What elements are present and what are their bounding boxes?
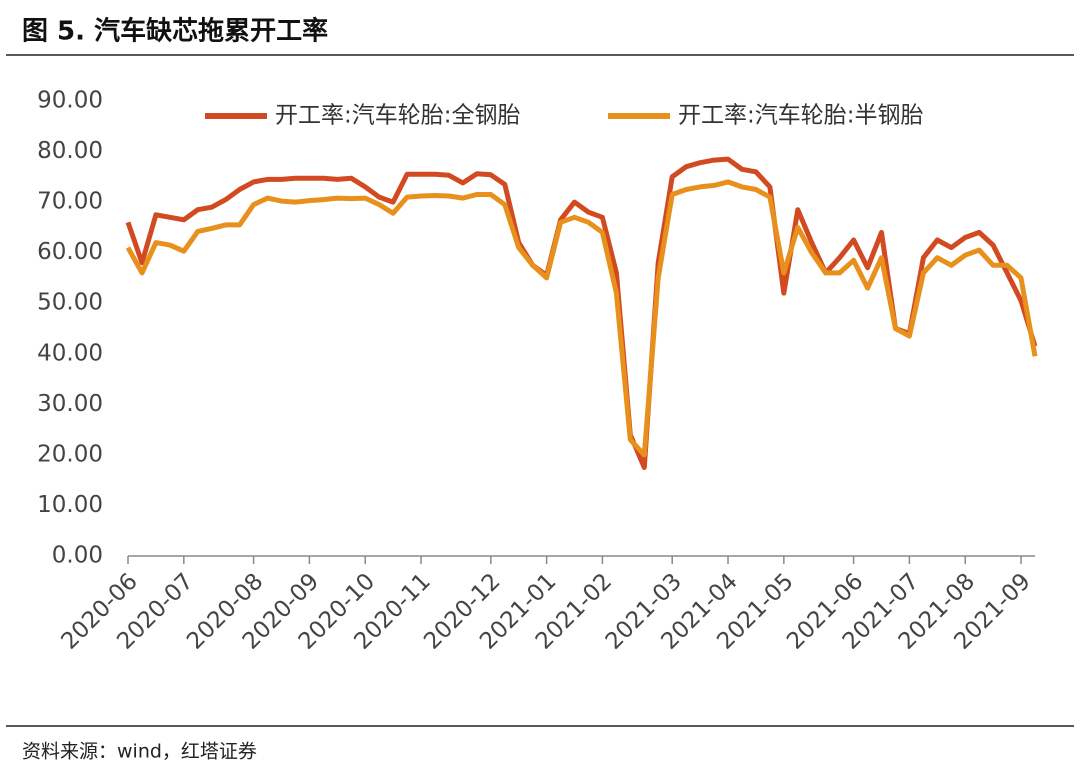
legend-label: 开工率:汽车轮胎:全钢胎 [275, 103, 521, 129]
legend-label: 开工率:汽车轮胎:半钢胎 [678, 103, 924, 129]
y-tick-label: 90.00 [37, 88, 103, 114]
y-tick-label: 10.00 [37, 492, 103, 518]
y-tick-label: 0.00 [52, 543, 103, 569]
chart-title: 图 5. 汽车缺芯拖累开工率 [22, 16, 328, 47]
y-tick-label: 30.00 [37, 391, 103, 417]
y-tick-label: 70.00 [37, 189, 103, 215]
y-tick-label: 40.00 [37, 340, 103, 366]
y-tick-label: 60.00 [37, 239, 103, 265]
source-note: 资料来源：wind，红塔证券 [22, 741, 257, 763]
y-tick-label: 80.00 [37, 138, 103, 164]
series-line [125, 179, 1038, 458]
y-tick-label: 50.00 [37, 290, 103, 316]
series-line [125, 156, 1038, 470]
y-tick-label: 20.00 [37, 441, 103, 467]
